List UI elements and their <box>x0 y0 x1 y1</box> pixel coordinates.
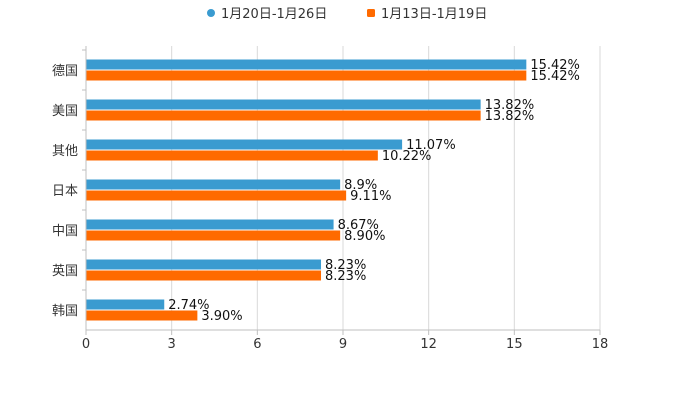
bar-value-label: 9.11% <box>350 189 391 204</box>
bar-series-2 <box>86 150 378 161</box>
bar-series-2 <box>86 190 347 201</box>
bar-value-label: 15.42% <box>530 58 580 73</box>
bar-series-2 <box>86 110 481 121</box>
legend: 1月20日-1月26日 1月13日-1月19日 <box>207 7 487 22</box>
bar-value-label: 8.90% <box>344 229 385 244</box>
bar-value-label: 3.90% <box>201 309 242 324</box>
category-label: 英国 <box>52 264 78 279</box>
legend-label-series-1: 1月20日-1月26日 <box>221 7 327 22</box>
bar-value-label: 8.23% <box>325 269 366 284</box>
bar-value-label: 13.82% <box>485 109 535 124</box>
legend-label-series-2: 1月13日-1月19日 <box>381 7 487 22</box>
bar-series-1 <box>86 99 481 110</box>
bar-series-2 <box>86 310 198 321</box>
bar-series-1 <box>86 59 527 70</box>
bar-value-label: 13.82% <box>485 98 535 113</box>
legend-marker-series-1 <box>207 9 215 17</box>
bars: 15.42%15.42% 13.82%13.82% 11.07%10.22% 8.9%… <box>86 58 580 324</box>
legend-marker-series-2 <box>367 9 375 17</box>
x-tick-label: 6 <box>253 337 261 352</box>
bar-value-label: 2.74% <box>168 298 209 313</box>
x-tick-label: 15 <box>506 337 523 352</box>
x-axis: 0 3 6 9 12 15 18 <box>82 329 609 352</box>
x-tick-label: 9 <box>339 337 347 352</box>
bar-value-label: 8.23% <box>325 258 366 273</box>
x-tick-label: 0 <box>82 337 90 352</box>
bar-series-2 <box>86 270 322 281</box>
bar-series-2 <box>86 230 341 241</box>
category-label: 中国 <box>52 224 78 239</box>
x-tick-label: 12 <box>420 337 437 352</box>
bar-value-label: 10.22% <box>382 149 432 164</box>
bar-series-1 <box>86 219 334 230</box>
category-label: 其他 <box>52 144 78 159</box>
bar-value-label: 8.9% <box>344 178 377 193</box>
category-label: 美国 <box>52 104 78 119</box>
x-tick-label: 3 <box>168 337 176 352</box>
bar-value-label: 8.67% <box>338 218 379 233</box>
bar-series-1 <box>86 139 403 150</box>
bar-series-1 <box>86 179 341 190</box>
category-label: 德国 <box>52 64 78 79</box>
bar-series-1 <box>86 299 165 310</box>
category-label: 韩国 <box>52 304 78 319</box>
bar-value-label: 15.42% <box>530 69 580 84</box>
bar-value-label: 11.07% <box>406 138 456 153</box>
bar-series-2 <box>86 70 527 81</box>
x-tick-label: 18 <box>592 337 609 352</box>
category-label: 日本 <box>52 184 78 199</box>
bar-series-1 <box>86 259 322 270</box>
